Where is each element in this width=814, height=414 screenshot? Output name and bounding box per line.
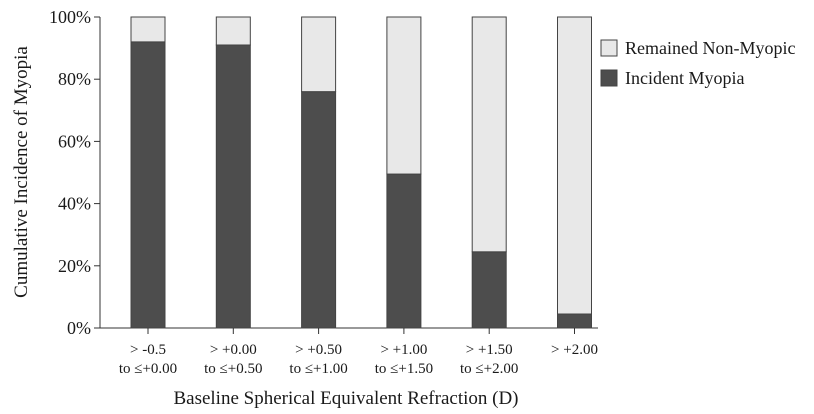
bar-incident-myopia: [215, 44, 251, 329]
x-tick-label-line: > +2.00: [551, 342, 598, 358]
bar-remained-non-myopic: [386, 16, 422, 175]
x-tick-label-line: > +1.00: [380, 342, 427, 358]
y-tick-label: 40%: [58, 194, 91, 214]
x-tick-label: > +1.50 to ≤+2.00: [460, 342, 518, 377]
x-axis-title: Baseline Spherical Equivalent Refraction…: [173, 388, 518, 409]
x-tick-label-line: to ≤+2.00: [460, 361, 518, 377]
y-axis-title: Cumulative Incidence of Myopia: [11, 46, 32, 298]
legend: Remained Non-Myopic Incident Myopia: [600, 38, 795, 88]
bar-incident-myopia: [386, 173, 422, 329]
x-tick-label-line: to ≤+0.50: [204, 361, 262, 377]
x-tick-label: > -0.5 to ≤+0.00: [119, 342, 177, 377]
x-tick-label-line: > +0.00: [210, 342, 257, 358]
x-axis-ticks: > -0.5 to ≤+0.00 > +0.00 to ≤+0.50 > +0.50 to…: [119, 328, 598, 377]
bar-incident-myopia: [557, 313, 592, 329]
x-tick-label: > +0.50 to ≤+1.00: [289, 342, 347, 377]
axes: [99, 17, 598, 329]
bar-incident-myopia: [301, 91, 337, 329]
bar-incident-myopia: [130, 41, 166, 329]
x-tick-label-line: > -0.5: [130, 342, 166, 358]
y-axis-ticks: 0% 20% 40% 60% 80% 100%: [49, 7, 100, 338]
x-tick-label: > +0.00 to ≤+0.50: [204, 342, 262, 377]
x-tick-label-line: to ≤+1.50: [375, 361, 433, 377]
y-tick-label: 100%: [49, 7, 91, 27]
legend-swatch: [600, 69, 618, 87]
x-tick-label-line: to ≤+0.00: [119, 361, 177, 377]
x-tick-label: > +2.00: [551, 342, 598, 358]
x-tick-label-line: > +0.50: [295, 342, 342, 358]
x-tick-label-line: > +1.50: [466, 342, 513, 358]
bar-remained-non-myopic: [215, 16, 251, 46]
legend-label: Remained Non-Myopic: [625, 38, 795, 58]
y-tick-label: 20%: [58, 256, 91, 276]
bar-remained-non-myopic: [557, 16, 592, 315]
y-tick-label: 60%: [58, 131, 91, 151]
x-tick-label-line: to ≤+1.00: [289, 361, 347, 377]
legend-swatch: [600, 39, 618, 57]
bar-remained-non-myopic: [130, 16, 166, 43]
bar-remained-non-myopic: [301, 16, 337, 93]
bar-incident-myopia: [471, 251, 507, 329]
legend-label: Incident Myopia: [625, 68, 744, 88]
y-tick-label: 80%: [58, 69, 91, 89]
y-tick-label: 0%: [67, 318, 91, 338]
x-tick-label: > +1.00 to ≤+1.50: [375, 342, 433, 377]
bars: [130, 16, 592, 329]
bar-remained-non-myopic: [471, 16, 507, 253]
